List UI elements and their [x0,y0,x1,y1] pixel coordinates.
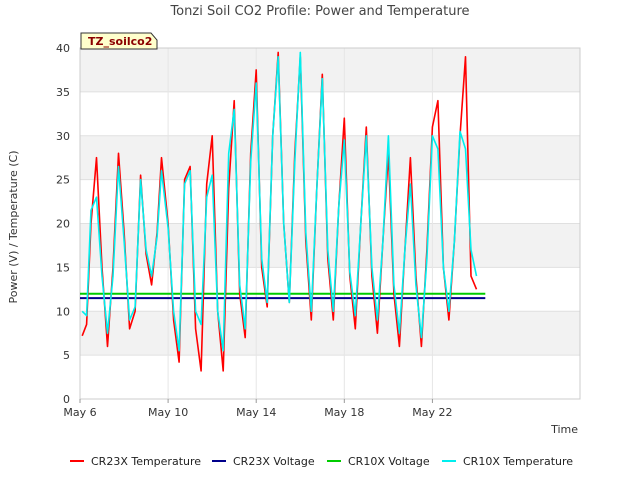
series-layer [80,51,486,372]
legend-label-cr10x-temperature: CR10X Temperature [463,455,573,468]
x-tick-label: May 18 [324,406,364,419]
legend-label-cr23x-voltage: CR23X Voltage [233,455,315,468]
legend-label-cr10x-voltage: CR10X Voltage [348,455,430,468]
y-axis-label: Power (V) / Temperature (C) [7,150,20,303]
x-tick-label: May 6 [63,406,96,419]
y-axis-ticks: 0 5 10 15 20 25 30 35 40 [56,42,70,406]
plot-band [80,91,580,136]
x-axis-label: Time [550,423,578,436]
y-tick-label: 15 [56,261,70,274]
y-tick-label: 0 [63,393,70,406]
x-tick-label: May 14 [236,406,276,419]
y-tick-label: 5 [63,349,70,362]
y-tick-label: 20 [56,218,70,231]
plot-band [80,179,580,224]
y-tick-label: 40 [56,42,70,55]
y-tick-label: 10 [56,305,70,318]
station-label: TZ_soilco2 [88,35,152,48]
x-axis-ticks: May 6 May 10 May 14 May 18 May 22 [63,399,453,419]
plot-frame [79,47,581,400]
plot-background-bands [80,48,580,399]
x-tick-label: May 22 [412,406,452,419]
plot-band [80,311,580,356]
plot-band [80,355,580,399]
series-line-cr23x-temperature [81,51,478,372]
plot-band [80,223,580,268]
x-tick-label: May 10 [148,406,188,419]
chart-title: Tonzi Soil CO2 Profile: Power and Temper… [169,4,469,19]
legend: CR23X Temperature CR23X Voltage CR10X Volt… [70,455,573,468]
series-line-cr10x-temperature [81,51,478,352]
plot-band [80,135,580,180]
y-tick-label: 25 [56,174,70,187]
station-badge: TZ_soilco2 [80,32,158,50]
y-tick-label: 35 [56,86,70,99]
plot-band [80,48,580,92]
y-tick-label: 30 [56,130,70,143]
legend-label-cr23x-temperature: CR23X Temperature [91,455,201,468]
